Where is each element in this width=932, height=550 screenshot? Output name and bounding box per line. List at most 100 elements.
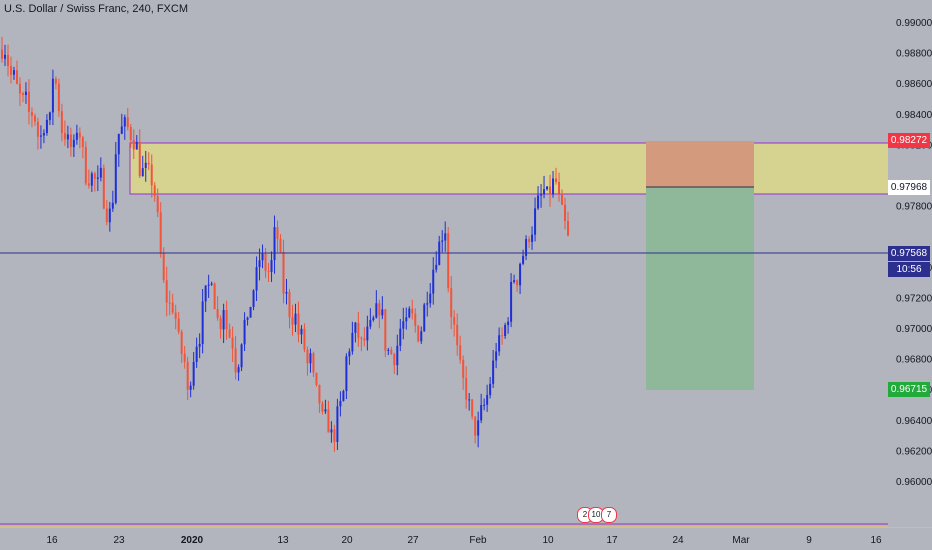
candle-body: [432, 269, 435, 294]
candle-body: [42, 133, 45, 136]
candle-body: [93, 173, 96, 179]
candle-body: [414, 313, 417, 326]
candle-body: [162, 253, 165, 281]
time-tick-label: Mar: [732, 535, 750, 546]
candle-body: [495, 351, 498, 361]
candle-body: [339, 400, 342, 407]
price-tick-label: 0.97200: [896, 293, 932, 304]
candle-body: [528, 239, 531, 242]
candle-body: [6, 54, 9, 67]
price-tick-label: 0.98600: [896, 79, 932, 90]
candle-body: [57, 83, 60, 112]
candle-body: [276, 227, 279, 239]
candle-body: [249, 306, 252, 318]
candle-body: [21, 93, 24, 96]
candle-body: [348, 351, 351, 357]
candle-body: [435, 264, 438, 270]
candle-countdown-label: 10:56: [888, 262, 930, 277]
candle-body: [267, 270, 270, 272]
candle-body: [45, 119, 48, 134]
candle-body: [9, 66, 12, 75]
candle-body: [288, 292, 291, 318]
candle-body: [153, 185, 156, 197]
price-tick-label: 0.98400: [896, 110, 932, 121]
candle-body: [99, 167, 102, 178]
candle-body: [504, 324, 507, 337]
candle-body: [309, 353, 312, 364]
candle-body: [342, 391, 345, 401]
candle-body: [60, 111, 63, 133]
candle-body: [315, 372, 318, 385]
candle-body: [270, 260, 273, 272]
candle-body: [69, 134, 72, 148]
candle-body: [264, 253, 267, 271]
candle-body: [171, 302, 174, 313]
candle-body: [444, 233, 447, 241]
candle-body: [168, 302, 171, 304]
candle-body: [81, 137, 84, 148]
stop-price-label: 0.98272: [888, 133, 930, 148]
price-tick-label: 0.96400: [896, 416, 932, 427]
candle-body: [186, 361, 189, 390]
candle-body: [501, 335, 504, 337]
candle-body: [222, 310, 225, 330]
candle-body: [384, 309, 387, 351]
candle-body: [219, 318, 222, 330]
candle-body: [366, 326, 369, 341]
candle-body: [561, 193, 564, 205]
candle-body: [423, 304, 426, 332]
candle-body: [48, 112, 51, 120]
event-marker[interactable]: 7: [601, 507, 617, 523]
candle-body: [156, 196, 159, 213]
candle-body: [534, 208, 537, 235]
candle-body: [468, 399, 471, 401]
candle-body: [102, 167, 105, 209]
price-tick-label: 0.96200: [896, 446, 932, 457]
candle-body: [531, 234, 534, 242]
candle-body: [558, 182, 561, 194]
candle-body: [291, 317, 294, 325]
candle-body: [540, 194, 543, 196]
candle-body: [15, 70, 18, 84]
candle-body: [486, 395, 489, 405]
candle-body: [183, 353, 186, 362]
candle-body: [129, 126, 132, 140]
candle-body: [525, 239, 528, 256]
time-axis[interactable]: 16 23 2020 13 20 27 Feb 10 17 24 Mar 9 16: [46, 535, 882, 546]
candle-body: [3, 54, 6, 59]
profit-target-area: [646, 187, 754, 390]
candle-body: [72, 139, 75, 148]
candle-body: [234, 348, 237, 373]
candle-body: [321, 403, 324, 412]
candle-body: [312, 353, 315, 373]
time-tick-label: 9: [806, 535, 812, 546]
candle-body: [303, 328, 306, 350]
price-tick-label: 0.96800: [896, 355, 932, 366]
candle-body: [138, 141, 141, 177]
candle-body: [543, 189, 546, 195]
symbol-title[interactable]: U.S. Dollar / Swiss Franc, 240, FXCM: [4, 3, 188, 15]
candle-body: [549, 186, 552, 195]
candle-body: [27, 91, 30, 112]
candlesticks: [1, 36, 569, 452]
candle-body: [216, 309, 219, 319]
candle-body: [273, 227, 276, 261]
candle-body: [510, 281, 513, 322]
candle-body: [375, 303, 378, 318]
candle-body: [228, 329, 231, 338]
candle-body: [456, 324, 459, 346]
price-tick-label: 0.98800: [896, 49, 932, 60]
candle-body: [480, 404, 483, 421]
candle-body: [258, 260, 261, 268]
price-tick-label: 0.96000: [896, 477, 932, 488]
candle-body: [225, 310, 228, 330]
candle-body: [279, 238, 282, 252]
candle-body: [210, 283, 213, 285]
candle-body: [483, 404, 486, 406]
candle-body: [354, 322, 357, 333]
candle-body: [567, 221, 569, 236]
candle-body: [417, 325, 420, 342]
candle-body: [54, 78, 57, 84]
candle-body: [261, 253, 264, 261]
